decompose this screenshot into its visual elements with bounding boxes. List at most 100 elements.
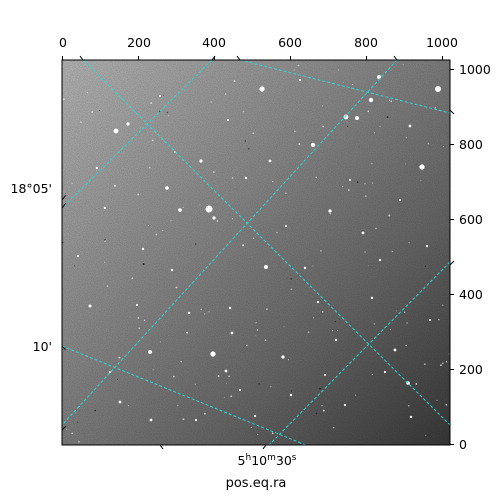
faint-star (404, 311, 406, 313)
faint-star (448, 353, 450, 355)
faint-star (131, 277, 134, 280)
star (212, 216, 216, 220)
star (343, 114, 349, 120)
star (187, 311, 191, 315)
grid-line (62, 60, 213, 209)
faint-star (445, 403, 448, 406)
faint-star (104, 240, 107, 242)
faint-star (194, 383, 196, 385)
faint-star (257, 433, 259, 436)
faint-star (252, 237, 255, 239)
faint-star (151, 139, 154, 142)
star (383, 370, 387, 374)
faint-star (364, 195, 367, 198)
faint-star (322, 105, 323, 107)
star (393, 348, 397, 352)
faint-star (74, 265, 75, 267)
faint-star (138, 327, 141, 330)
faint-star (402, 64, 404, 66)
faint-star (137, 316, 140, 319)
ra-tick (393, 55, 398, 61)
star (264, 265, 268, 269)
faint-star (175, 286, 178, 289)
faint-star (434, 107, 437, 109)
faint-star (367, 110, 370, 112)
faint-star (443, 146, 445, 148)
faint-star (288, 359, 289, 361)
faint-star (322, 409, 325, 412)
star (113, 128, 119, 134)
faint-star (364, 251, 366, 253)
faint-star (424, 265, 427, 268)
faint-star (200, 308, 202, 311)
dec-tick (449, 260, 455, 266)
faint-star (223, 397, 225, 399)
grid-line (62, 60, 398, 426)
star (109, 371, 111, 373)
top-tick-label: 600 (278, 35, 302, 50)
star (170, 268, 174, 272)
faint-star (346, 125, 349, 127)
faint-star (395, 310, 397, 312)
x-axis-label: pos.eq.ra (226, 476, 287, 491)
faint-star (167, 115, 170, 117)
faint-star (386, 116, 389, 118)
faint-star (298, 143, 301, 146)
dec-tick (449, 109, 455, 115)
faint-star (293, 69, 295, 71)
faint-star (224, 93, 227, 95)
star (135, 303, 139, 307)
world-ticks (61, 55, 455, 450)
star (205, 205, 213, 213)
right-tick-label: 1000 (459, 62, 491, 77)
faint-star (74, 412, 76, 414)
faint-star (203, 412, 206, 415)
faint-star (297, 64, 300, 67)
faint-star (388, 214, 391, 217)
star (210, 351, 216, 357)
ra-tick (262, 444, 267, 450)
faint-star (231, 177, 234, 179)
top-tick-label: 200 (127, 35, 151, 50)
faint-star (104, 261, 106, 263)
faint-star (195, 243, 197, 245)
faint-star (319, 249, 322, 252)
faint-star (182, 206, 184, 208)
faint-star (321, 405, 323, 407)
faint-star (405, 163, 406, 165)
dec-label: 10' (33, 339, 52, 354)
star (259, 86, 265, 92)
faint-star (290, 288, 293, 290)
faint-star (247, 147, 250, 150)
ra-tick (211, 55, 216, 61)
faint-star (405, 137, 407, 139)
star (159, 95, 161, 97)
right-tick-label: 600 (459, 212, 483, 227)
star (95, 166, 99, 170)
faint-star (250, 426, 252, 428)
star (285, 225, 287, 227)
faint-star (319, 387, 321, 390)
faint-star (78, 440, 80, 443)
faint-star (140, 126, 142, 128)
star (199, 159, 203, 163)
faint-star (266, 308, 268, 310)
star (126, 122, 130, 126)
faint-star (77, 421, 79, 423)
star (370, 296, 374, 300)
faint-star (390, 100, 392, 103)
faint-star (313, 317, 314, 319)
faint-star (71, 182, 73, 184)
faint-star (106, 285, 109, 287)
faint-star (177, 405, 179, 407)
faint-star (285, 192, 287, 194)
star (378, 258, 382, 262)
plot-frame (61, 59, 451, 446)
faint-star (159, 341, 161, 343)
star (227, 119, 229, 121)
star (148, 350, 152, 354)
faint-star (373, 323, 375, 325)
faint-star (143, 319, 146, 322)
faint-star (230, 395, 233, 398)
star (88, 304, 92, 308)
